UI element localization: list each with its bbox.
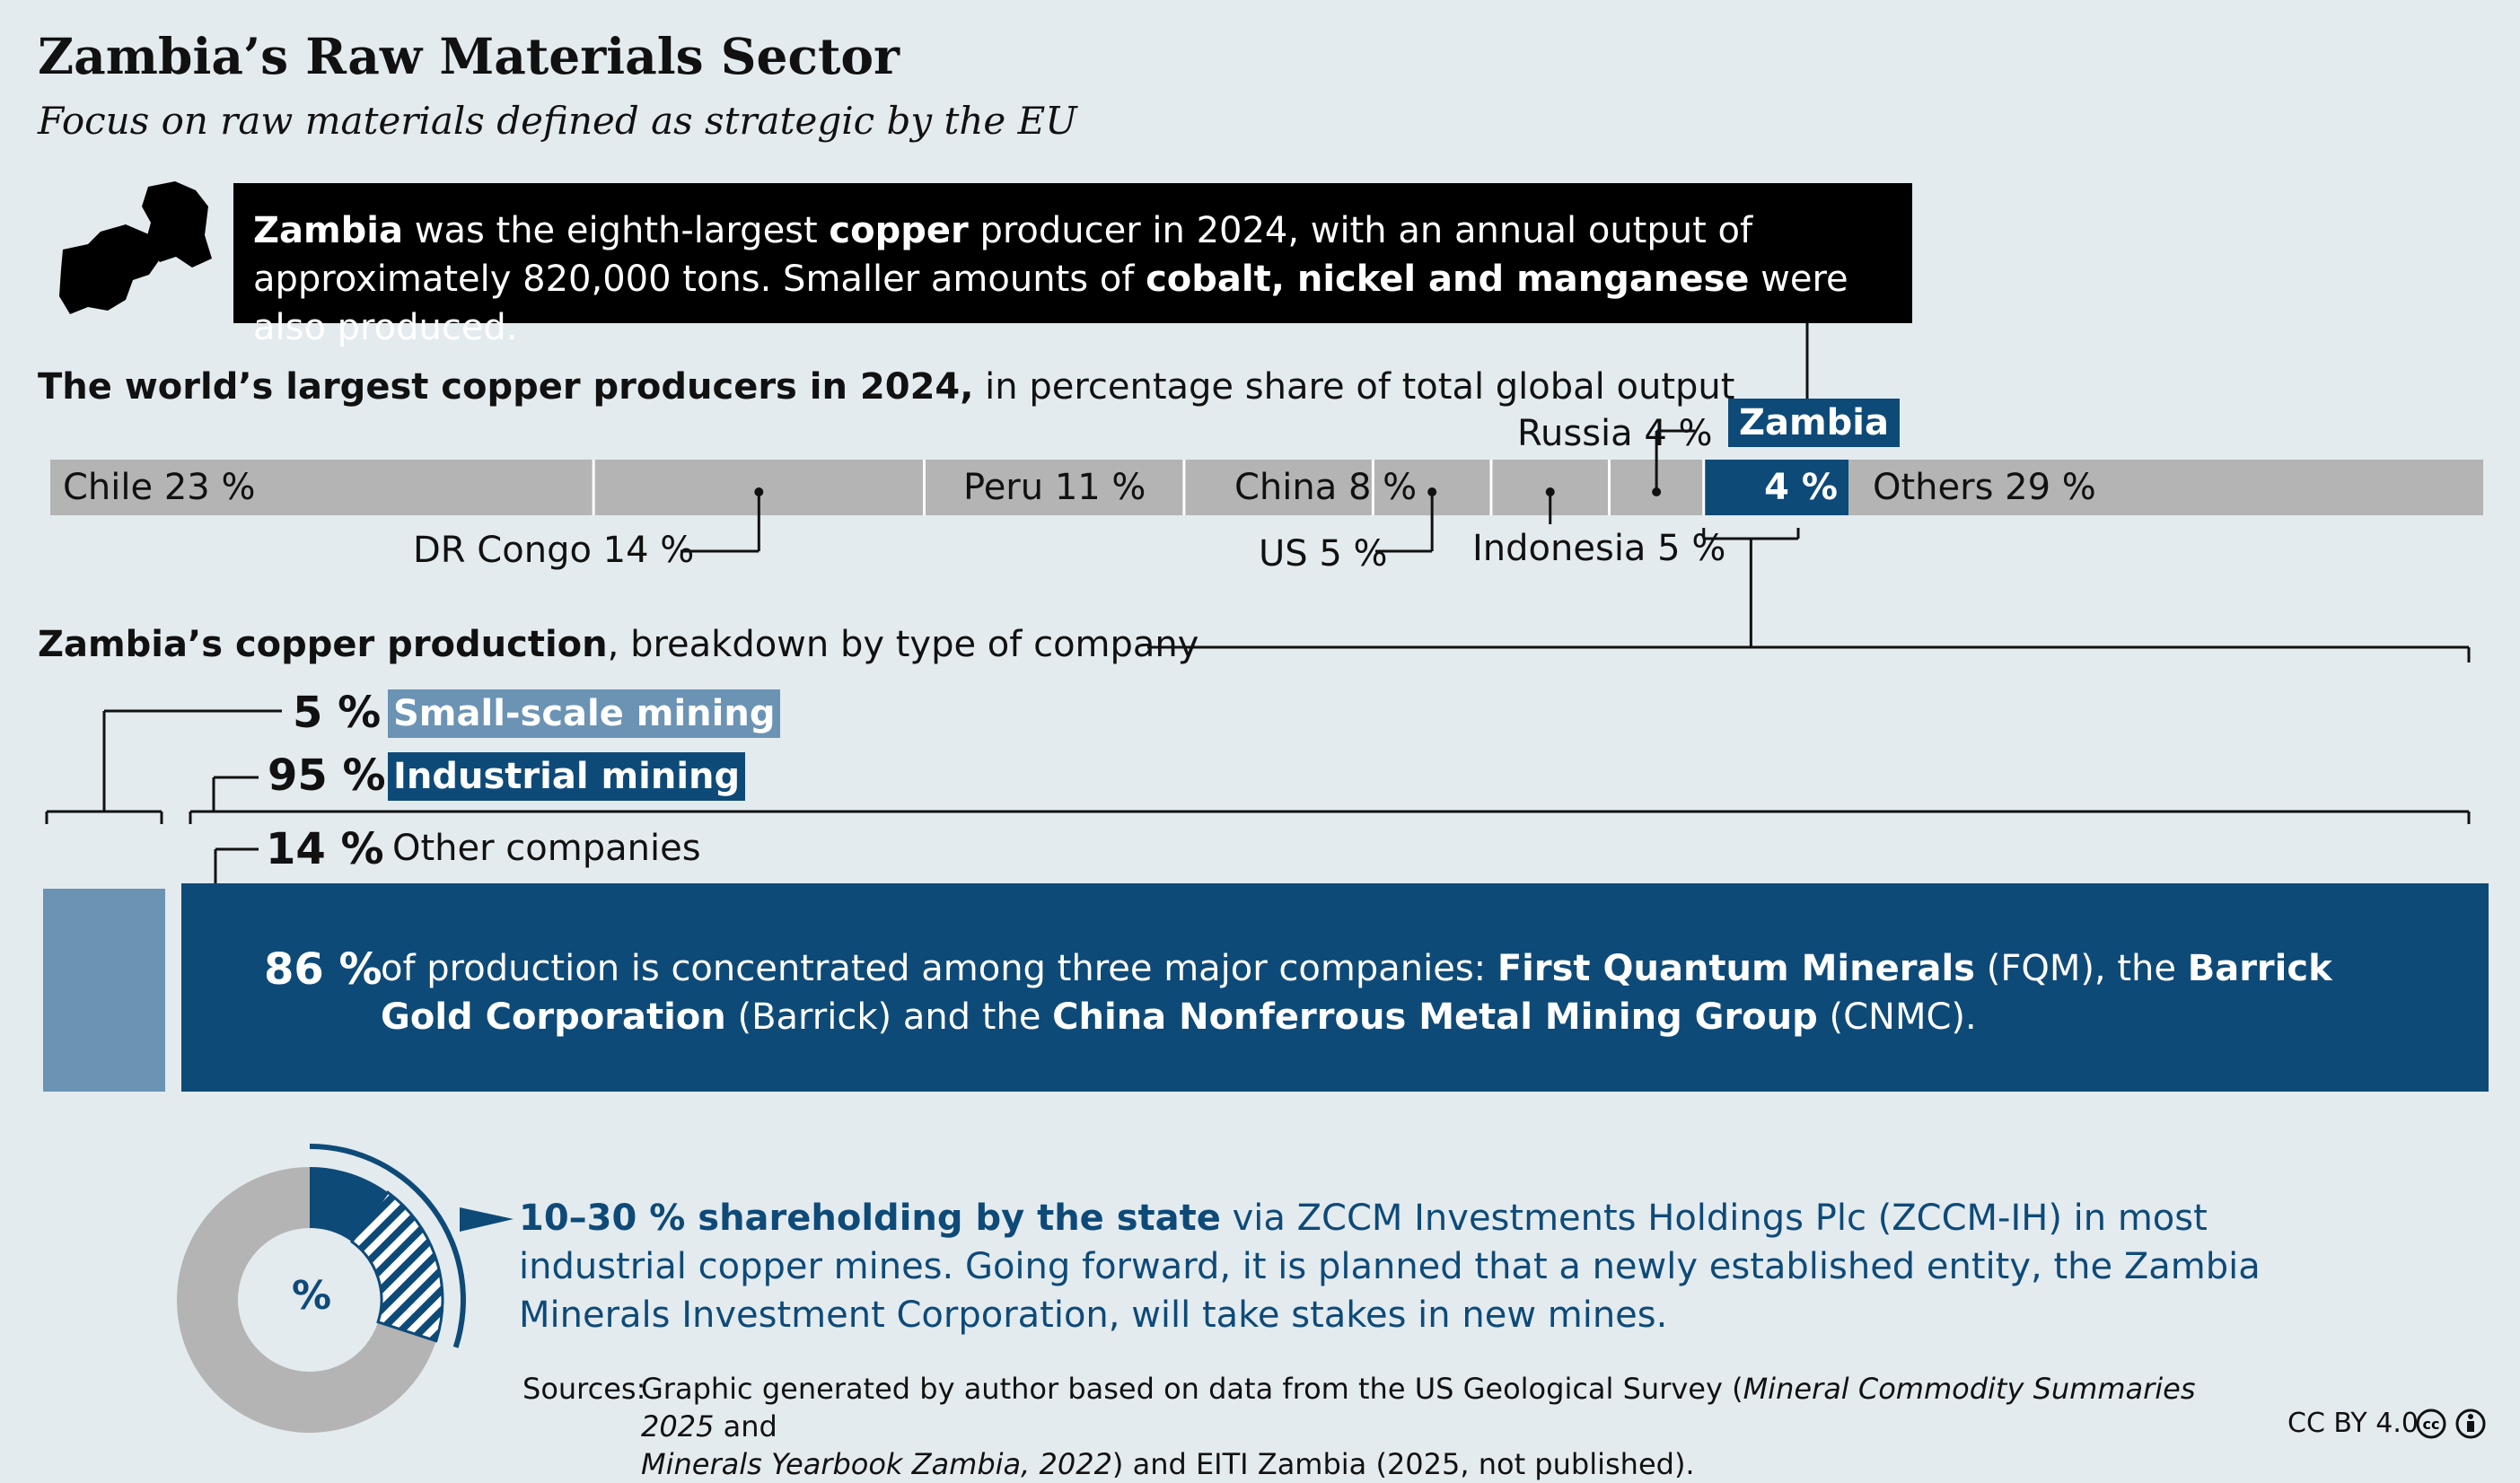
donut-center-label: %	[292, 1273, 332, 1319]
page-title: Zambia’s Raw Materials Sector	[38, 27, 900, 85]
intro-text-1: was the eighth-largest	[403, 210, 830, 251]
small-scale-bar	[43, 889, 165, 1092]
intro-zambia: Zambia	[253, 210, 404, 251]
sources-text-2: and	[714, 1409, 777, 1444]
intro-text-2: producer in 2024, with an annual output …	[253, 210, 1753, 300]
state-share-bold: 10–30 % shareholding by the state	[519, 1198, 1221, 1239]
sources-ref-2: Minerals Yearbook Zambia, 2022	[641, 1447, 1112, 1481]
label-us: US 5 %	[1259, 533, 1388, 575]
concentration-text-4: (CNMC).	[1817, 996, 1977, 1038]
concentration-text-2: (FQM), the	[1975, 948, 2188, 989]
industrial-pct: 95 %	[268, 750, 386, 801]
producers-heading-rest: in percentage share of total global outp…	[973, 366, 1735, 408]
concentration-text: of production is concentrated among thre…	[381, 944, 2410, 1041]
concentration-pct: 86 %	[264, 944, 382, 995]
other-companies-pct: 14 %	[266, 824, 384, 874]
intro-minerals: cobalt, nickel and manganese	[1146, 259, 1750, 300]
donut-min-state-slice	[310, 1167, 388, 1242]
zambia-tag: Zambia	[1728, 399, 1901, 447]
sources-label: Sources:	[522, 1372, 646, 1406]
label-china: China 8 %	[1234, 467, 1418, 508]
concentration-text-3: (Barrick) and the	[725, 996, 1053, 1038]
label-others: Others 29 %	[1873, 467, 2096, 508]
label-peru: Peru 11 %	[963, 467, 1146, 508]
sources-text: Graphic generated by author based on dat…	[641, 1370, 2221, 1483]
bar-segment-peru	[924, 460, 1184, 515]
bar-segment-others	[1797, 460, 2483, 515]
bar-segment-chile	[50, 460, 594, 515]
label-russia: Russia 4 %	[1517, 413, 1713, 454]
sources-text-1: Graphic generated by author based on dat…	[641, 1372, 1743, 1406]
producers-heading-bold: The world’s largest copper producers in …	[38, 366, 974, 408]
other-companies-label: Other companies	[392, 828, 701, 869]
zambia-production-heading-rest: , breakdown by type of company	[607, 624, 1199, 665]
label-chile: Chile 23 %	[63, 467, 256, 508]
zambia-production-heading: Zambia’s copper production, breakdown by…	[38, 624, 1199, 665]
sources-text-3: ) and EITI Zambia (2025, not published).	[1111, 1447, 1695, 1481]
intro-copper: copper	[829, 210, 969, 251]
zambia-production-heading-bold: Zambia’s copper production	[38, 624, 608, 665]
state-share-rest: via ZCCM Investments Holdings Plc (ZCCM-…	[519, 1198, 2261, 1336]
industrial-tag: Industrial mining	[388, 752, 746, 801]
license: CC BY 4.0	[2287, 1408, 2419, 1439]
label-indonesia: Indonesia 5 %	[1472, 528, 1726, 569]
bar-segment-china	[1183, 460, 1374, 515]
concentration-text-1: of production is concentrated among thre…	[381, 948, 1497, 989]
donut-rest-slice	[177, 1167, 436, 1433]
company-barrick: Barrick Gold Corporation	[381, 948, 2332, 1038]
producers-heading: The world’s largest copper producers in …	[38, 366, 1734, 408]
small-scale-pct: 5 %	[293, 688, 382, 738]
intro-box: Zambia was the eighth-largest copper pro…	[233, 183, 1912, 348]
company-cnmc: China Nonferrous Metal Mining Group	[1052, 996, 1818, 1038]
label-zambia-share: 4 %	[1753, 460, 1848, 515]
small-scale-tag: Small-scale mining	[388, 689, 781, 738]
company-fqm: First Quantum Minerals	[1497, 948, 1975, 989]
page-subtitle: Focus on raw materials defined as strate…	[38, 99, 1077, 143]
state-share-note: 10–30 % shareholding by the state via ZC…	[519, 1194, 2314, 1339]
intro-text-3: were also produced.	[253, 259, 1848, 348]
sources-ref-1: Mineral Commodity Summaries 2025	[641, 1372, 2196, 1444]
concentration-block: 86 % of production is concentrated among…	[181, 887, 2489, 1092]
donut-pointer	[460, 1207, 514, 1232]
donut-range-slice	[349, 1190, 444, 1343]
label-drcongo: DR Congo 14 %	[413, 530, 695, 571]
